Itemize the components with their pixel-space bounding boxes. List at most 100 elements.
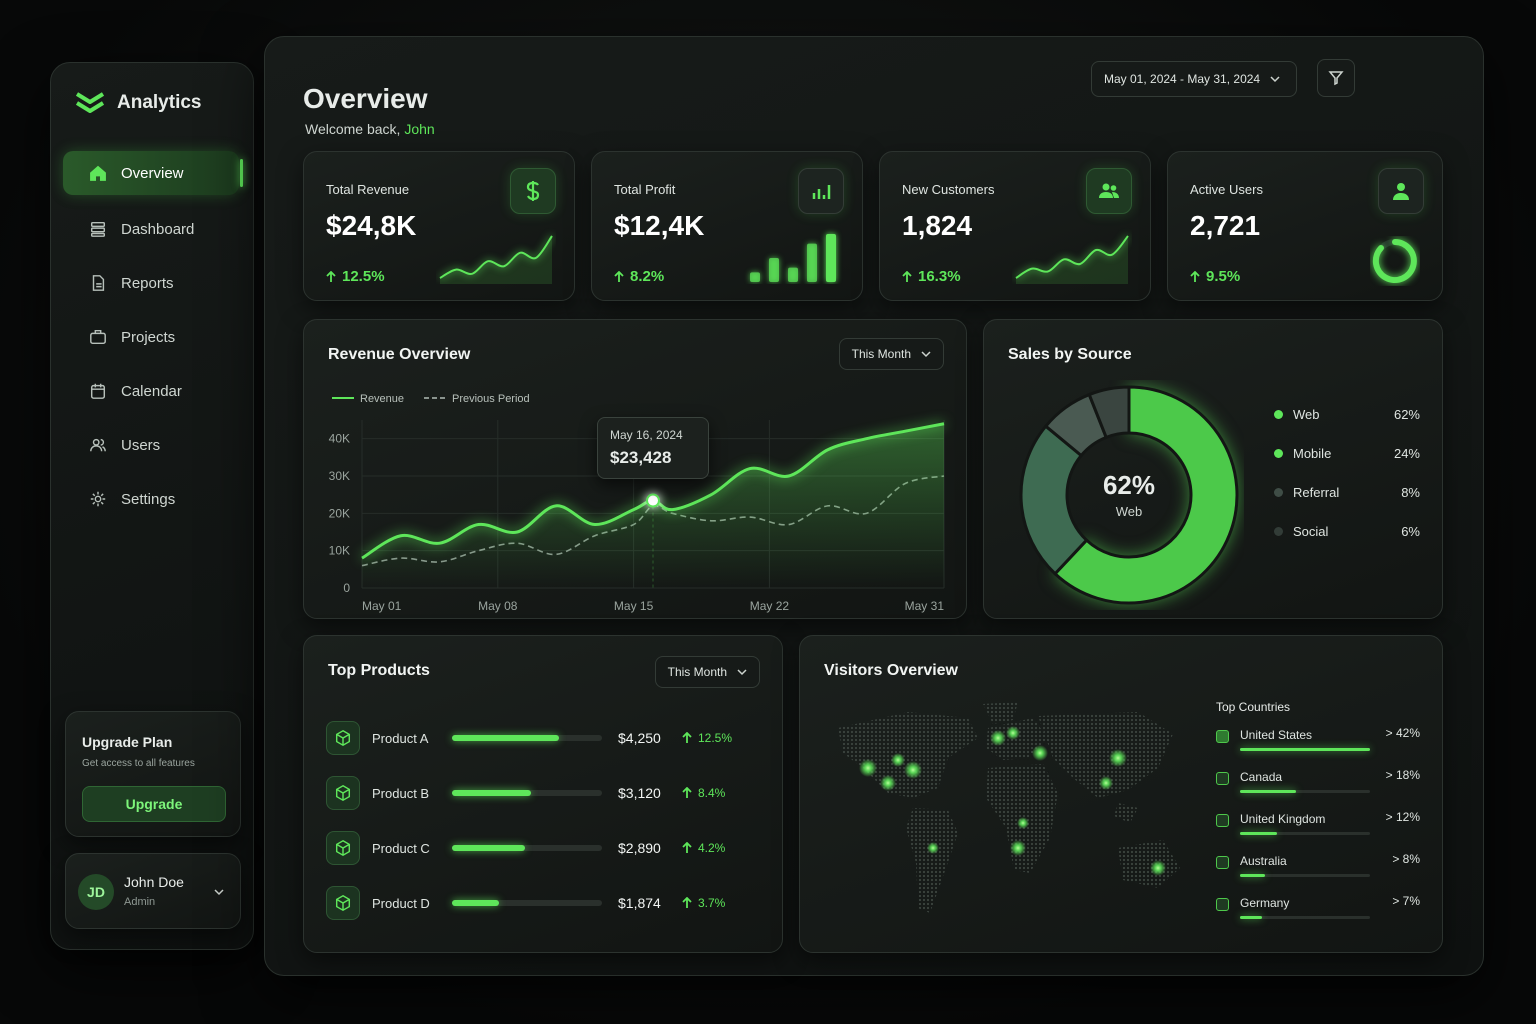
period-select[interactable]: This Month bbox=[654, 656, 760, 688]
legend-label: Previous Period bbox=[452, 393, 530, 405]
map-hotspot bbox=[927, 842, 939, 854]
up-arrow bbox=[682, 842, 692, 853]
dollar-icon bbox=[526, 181, 540, 201]
kpi-change-value: 12.5% bbox=[342, 268, 385, 285]
product-row: Product D $1,874 3.7% bbox=[326, 881, 766, 925]
date-range-picker[interactable]: May 01, 2024 - May 31, 2024 bbox=[1091, 61, 1297, 97]
kpi-card: Active Users 2,721 9.5% bbox=[1167, 151, 1443, 301]
mini-bar-chart bbox=[750, 234, 836, 282]
welcome: Welcome back, John bbox=[305, 121, 435, 137]
nav-item[interactable]: Calendar bbox=[63, 369, 239, 413]
donut-segment bbox=[1087, 385, 1131, 440]
product-row: Product C $2,890 4.2% bbox=[326, 826, 766, 870]
sparkline-chart bbox=[1015, 235, 1129, 284]
kpi-change-value: 9.5% bbox=[1206, 268, 1241, 285]
tooltip-date: May 16, 2024 bbox=[610, 427, 683, 442]
card-title: Sales by Source bbox=[1008, 346, 1132, 363]
nav-label: Settings bbox=[121, 490, 176, 508]
nav-icon bbox=[90, 438, 106, 452]
product-icon bbox=[326, 831, 360, 865]
kpi-value: $12,4K bbox=[614, 210, 705, 241]
kpi-icon bbox=[510, 168, 556, 214]
activity-ring bbox=[1372, 239, 1417, 283]
nav-item[interactable]: Reports bbox=[63, 261, 239, 305]
product-name: Product B bbox=[372, 785, 430, 801]
legend-item: Mobile 24% bbox=[1274, 443, 1420, 463]
sparkline-area bbox=[440, 236, 552, 284]
x-tick-label: May 15 bbox=[614, 599, 654, 613]
revenue-overview-card: 0 10K 20K 30K 40K May 01 May 08 May 15 May 22 May… bbox=[303, 319, 967, 619]
donut-center-value: 62% bbox=[1102, 470, 1156, 500]
map-hotspot bbox=[859, 759, 877, 777]
brand-logo bbox=[75, 92, 105, 113]
nav-icon bbox=[90, 383, 106, 399]
cube-icon bbox=[335, 729, 351, 747]
world-map bbox=[838, 702, 1180, 913]
product-change-value: 4.2% bbox=[698, 841, 726, 855]
top-products-card: Top Products This Month Product A $4,250 1… bbox=[303, 635, 783, 953]
country-value: > 8% bbox=[1392, 852, 1420, 866]
country-name: United Kingdom bbox=[1240, 812, 1326, 826]
product-row: Product B $3,120 8.4% bbox=[326, 771, 766, 815]
country-track bbox=[1240, 832, 1370, 835]
y-tick-label: 40K bbox=[329, 432, 350, 446]
upgrade-box: Upgrade Plan Get access to all features … bbox=[65, 711, 241, 837]
period-select[interactable]: This Month bbox=[838, 338, 944, 370]
chevron bbox=[737, 669, 747, 676]
kpi-change: 16.3% bbox=[902, 268, 961, 285]
y-tick-label: 0 bbox=[343, 581, 350, 595]
sparkline-area bbox=[1016, 236, 1128, 284]
mini-bar bbox=[750, 272, 760, 282]
kpi-label: Active Users bbox=[1190, 182, 1263, 197]
legend-value: 6% bbox=[1401, 523, 1420, 539]
country-bar bbox=[1240, 832, 1278, 835]
kpi-change: 8.2% bbox=[614, 268, 664, 285]
map-hotspot bbox=[904, 761, 922, 779]
nav-item[interactable]: Dashboard bbox=[63, 207, 239, 251]
donut-segment bbox=[1052, 385, 1239, 605]
tooltip-value: $23,428 bbox=[610, 447, 672, 467]
kpi-card: New Customers 1,824 16.3% bbox=[879, 151, 1151, 301]
legend-label: Web bbox=[1293, 406, 1320, 422]
legend-item: Referral 8% bbox=[1274, 482, 1420, 502]
users-icon bbox=[1099, 183, 1119, 198]
kpi-icon bbox=[1378, 168, 1424, 214]
x-tick-label: May 01 bbox=[362, 599, 402, 613]
map-hotspot bbox=[1150, 860, 1166, 876]
product-bar bbox=[452, 790, 531, 796]
legend-value: 24% bbox=[1393, 445, 1420, 461]
product-change: 12.5% bbox=[682, 731, 732, 745]
map-hotspot bbox=[1099, 776, 1113, 790]
nav-item[interactable]: Projects bbox=[63, 315, 239, 359]
legend-label: Mobile bbox=[1293, 445, 1332, 461]
country-track bbox=[1240, 916, 1370, 919]
country-track bbox=[1240, 874, 1370, 877]
x-tick-label: May 22 bbox=[750, 599, 790, 613]
user-box[interactable]: JD John Doe Admin bbox=[65, 853, 241, 929]
filter-button[interactable] bbox=[1317, 59, 1355, 97]
nav-item[interactable]: Overview bbox=[63, 151, 243, 195]
kpi-value: $24,8K bbox=[326, 210, 417, 241]
y-tick-label: 10K bbox=[329, 544, 350, 558]
user-icon bbox=[1393, 183, 1409, 200]
country-checkbox bbox=[1216, 814, 1229, 827]
map-hotspot bbox=[1017, 817, 1029, 829]
nav-icon bbox=[90, 221, 106, 237]
nav-label: Reports bbox=[121, 274, 174, 292]
sales-by-source-card: Sales by Source 62% Web Web 62% Mobile 24% R… bbox=[983, 319, 1443, 619]
nav-item[interactable]: Users bbox=[63, 423, 239, 467]
nav-label: Projects bbox=[121, 328, 176, 346]
chevron bbox=[1270, 76, 1280, 83]
upgrade-button[interactable]: Upgrade bbox=[82, 786, 226, 822]
kpi-label: Total Profit bbox=[614, 182, 676, 197]
country-name: Germany bbox=[1240, 896, 1290, 910]
nav-item[interactable]: Settings bbox=[63, 477, 239, 521]
map-hotspot bbox=[891, 753, 905, 767]
kpi-change: 12.5% bbox=[326, 268, 385, 285]
cube-icon bbox=[335, 784, 351, 802]
product-change-value: 3.7% bbox=[698, 896, 726, 910]
product-change: 4.2% bbox=[682, 841, 725, 855]
up-arrow bbox=[1190, 270, 1200, 282]
kpi-label: Total Revenue bbox=[326, 182, 410, 197]
upgrade-title: Upgrade Plan bbox=[82, 734, 173, 750]
